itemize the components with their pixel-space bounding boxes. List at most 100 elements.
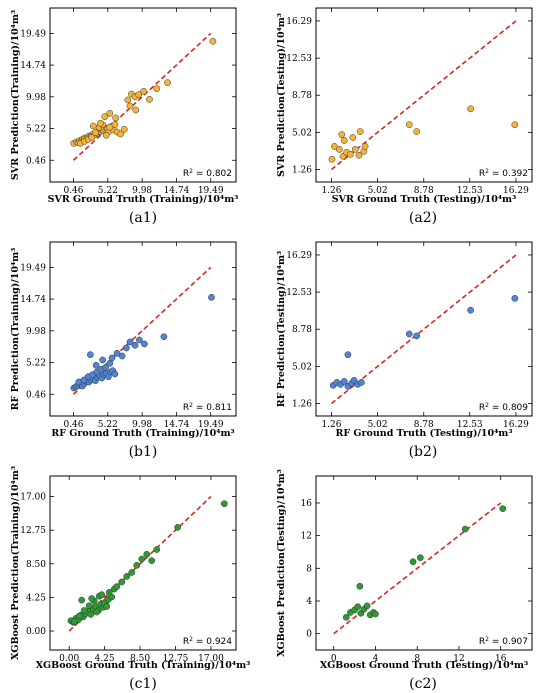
y-tick-label: 12 bbox=[301, 532, 312, 542]
data-point bbox=[511, 121, 519, 129]
chart-panel-a2: 1.26 5.02 8.78 12.53 16.29 1.26 5.02 8.78 12.53 1… bbox=[276, 7, 533, 226]
x-axis-title: SVR Ground Truth (Testing)/10⁴m³ bbox=[332, 194, 517, 205]
data-point bbox=[92, 129, 99, 137]
x-tick-label: 12 bbox=[453, 654, 464, 664]
r2-superscript: 2 bbox=[485, 168, 489, 175]
data-point bbox=[113, 583, 121, 591]
data-point bbox=[340, 137, 348, 144]
y-tick-label: 8.78 bbox=[292, 325, 312, 335]
r2-annotation: R2 = 0.907 bbox=[479, 636, 528, 648]
r2-superscript: 2 bbox=[189, 168, 193, 175]
plot-frame bbox=[49, 241, 237, 417]
data-point bbox=[413, 128, 420, 135]
data-point bbox=[102, 131, 110, 139]
data-point bbox=[124, 96, 132, 104]
data-point bbox=[132, 106, 140, 114]
x-tick-label: 14.74 bbox=[164, 420, 190, 430]
data-point bbox=[70, 618, 78, 625]
data-point bbox=[97, 119, 104, 127]
data-point bbox=[102, 363, 109, 371]
x-tick-label: 12.53 bbox=[457, 186, 483, 196]
data-point bbox=[499, 505, 507, 513]
y-tick-label: 16.29 bbox=[286, 251, 312, 261]
data-point bbox=[128, 569, 136, 576]
data-point bbox=[153, 85, 161, 93]
r2-equals: = bbox=[193, 169, 206, 179]
y-tick-label: 16 bbox=[301, 499, 313, 509]
data-point bbox=[413, 332, 420, 340]
y-tick-label: 19.49 bbox=[20, 263, 46, 273]
data-point bbox=[355, 151, 363, 159]
x-axis-title: XGBoost Ground Truth (Testing)/10⁴m³ bbox=[320, 660, 528, 671]
data-point bbox=[358, 379, 365, 386]
x-tick-label: 5.02 bbox=[368, 186, 388, 196]
r2-equals: = bbox=[489, 169, 502, 179]
data-point bbox=[356, 582, 364, 590]
y-tick-label: 9.98 bbox=[26, 327, 46, 337]
plot-frame bbox=[49, 475, 237, 651]
r2-superscript: 2 bbox=[485, 636, 489, 643]
data-point bbox=[117, 130, 125, 138]
data-point bbox=[153, 546, 161, 553]
data-point bbox=[87, 611, 95, 618]
y-tick-label: 9.98 bbox=[26, 93, 46, 103]
y-tick-label: 1.26 bbox=[292, 400, 312, 410]
data-point bbox=[140, 87, 148, 95]
y-tick-label: 8.50 bbox=[26, 560, 46, 570]
data-point bbox=[405, 330, 413, 338]
data-point bbox=[347, 150, 354, 158]
x-axis-title: RF Ground Truth (Testing)/10⁴m³ bbox=[335, 428, 512, 439]
x-axis-title: RF Ground Truth (Training)/10⁴m³ bbox=[51, 428, 234, 439]
x-tick-label: 5.02 bbox=[368, 420, 388, 430]
x-axis-title: XGBoost Ground Truth (Training)/10⁴m³ bbox=[36, 660, 251, 671]
data-point bbox=[372, 610, 379, 618]
data-point bbox=[123, 344, 130, 352]
r2-equals: = bbox=[489, 403, 502, 413]
x-tick-label: 9.98 bbox=[132, 420, 152, 430]
chart-panel-c2: 0 4 8 12 16 0 4 8 12 16 R2 = 0.907 XGBoost Ground T… bbox=[276, 469, 533, 692]
data-point bbox=[174, 524, 181, 531]
y-tick-label: 0.00 bbox=[26, 627, 46, 637]
y-tick-label: 4 bbox=[306, 597, 312, 607]
y-tick-label: 4.25 bbox=[26, 593, 46, 603]
data-point bbox=[118, 578, 126, 586]
x-tick-label: 0.46 bbox=[63, 186, 83, 196]
x-tick-label: 0 bbox=[331, 654, 337, 664]
x-tick-label: 8.78 bbox=[414, 420, 434, 430]
y-axis-title: RF Prediction(Testing)/10⁴m³ bbox=[276, 251, 287, 407]
y-axis-title: SVR Prediction(Training)/10⁴m³ bbox=[10, 10, 21, 180]
data-point bbox=[123, 573, 131, 580]
x-tick-label: 5.22 bbox=[98, 186, 118, 196]
panel-label: (a2) bbox=[409, 210, 437, 226]
y-tick-label: 14.74 bbox=[20, 61, 46, 71]
x-tick-label: 8.78 bbox=[414, 186, 434, 196]
x-tick-label: 8 bbox=[414, 654, 420, 664]
r2-equals: = bbox=[489, 637, 502, 647]
y-axis-title: SVR Prediction(Testing)/10⁴m³ bbox=[276, 13, 287, 177]
data-point bbox=[467, 306, 474, 314]
plot-frame bbox=[49, 7, 237, 183]
panel-label: (b2) bbox=[409, 444, 438, 460]
x-tick-label: 8.50 bbox=[130, 654, 150, 664]
r2-annotation: R2 = 0.811 bbox=[183, 402, 232, 414]
data-point bbox=[349, 134, 357, 141]
y-axis-title: RF Prediction(Training)/10⁴m³ bbox=[10, 248, 21, 411]
data-point bbox=[126, 102, 134, 110]
x-tick-label: 17.00 bbox=[198, 654, 224, 664]
data-point bbox=[108, 593, 116, 601]
data-point bbox=[344, 351, 352, 359]
r2-superscript: 2 bbox=[189, 402, 193, 409]
y-tick-label: 5.02 bbox=[292, 362, 312, 372]
data-point bbox=[138, 555, 146, 563]
x-tick-label: 14.74 bbox=[164, 186, 190, 196]
y-tick-label: 17.00 bbox=[20, 493, 46, 503]
y-axis-title: XGBoost Prediction(Training)/10⁴m³ bbox=[10, 466, 21, 660]
r2-equals: = bbox=[193, 637, 206, 647]
data-point bbox=[120, 125, 128, 133]
data-point bbox=[331, 143, 338, 150]
r2-annotation: R2 = 0.392 bbox=[479, 168, 528, 180]
x-tick-label: 9.98 bbox=[132, 186, 152, 196]
data-point bbox=[416, 554, 424, 562]
chart-panel-b2: 1.26 5.02 8.78 12.53 16.29 1.26 5.02 8.78 12.53 1… bbox=[276, 241, 533, 460]
